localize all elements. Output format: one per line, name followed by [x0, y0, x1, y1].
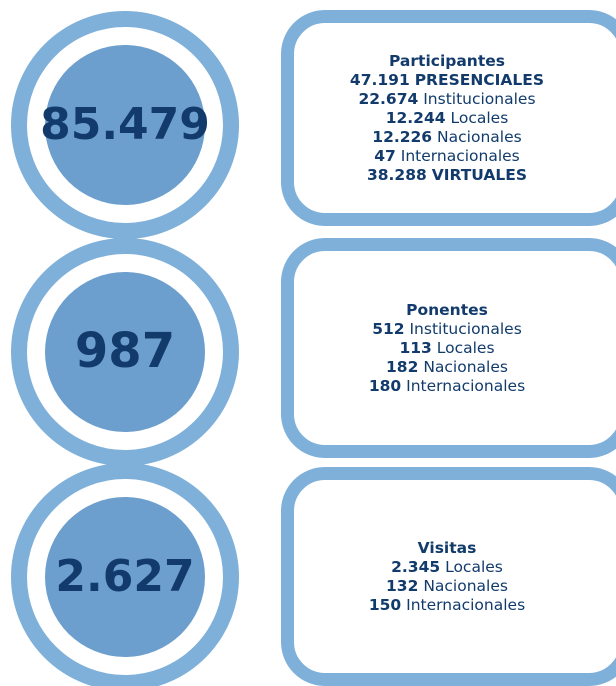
line-number: 113: [399, 338, 432, 357]
detail-line: 22.674 Institucionales: [358, 90, 535, 109]
inner-disc: [45, 497, 205, 657]
detail-line: 38.288 VIRTUALES: [367, 166, 527, 185]
line-label: Nacionales: [437, 127, 522, 146]
line-number: 512: [372, 319, 405, 338]
line-label: Internacionales: [406, 595, 526, 614]
line-number: 150: [368, 595, 402, 614]
total: 2.627: [55, 551, 194, 602]
total: 85.479: [40, 99, 210, 150]
line-number: 22.674: [358, 89, 419, 108]
detail-line: 182 Nacionales: [386, 358, 508, 377]
box-title: Participantes: [388, 51, 505, 70]
line-label: Internacionales: [406, 376, 526, 395]
line-label: Institucionales: [409, 319, 522, 338]
line-label: Locales: [436, 338, 495, 357]
detail-line: 113 Locales: [399, 339, 494, 358]
detail-box: Visitas 2.345 Locales 132 Nacionales 150 In…: [281, 467, 616, 686]
inner-disc: [45, 45, 205, 205]
line-number: 38.288: [366, 165, 427, 184]
line-number: 12.244: [385, 108, 446, 127]
count-circle: 85.479: [11, 11, 239, 239]
count-circle: 2.627: [11, 463, 239, 686]
line-label: VIRTUALES: [431, 165, 528, 184]
inner-disc: [45, 272, 205, 432]
detail-line: 12.244 Locales: [386, 109, 509, 128]
detail-line: 132 Nacionales: [386, 577, 508, 596]
detail-box: Ponentes 512 Institucionales 113 Locales 18…: [281, 238, 616, 458]
detail-line: 12.226 Nacionales: [372, 128, 521, 147]
line-number: 2.345: [391, 557, 441, 576]
detail-line: 150 Internacionales: [369, 596, 525, 615]
box-title: Ponentes: [406, 300, 488, 319]
line-label: Locales: [450, 108, 509, 127]
box-title: Visitas: [417, 538, 477, 557]
detail-line: 512 Institucionales: [372, 320, 522, 339]
total: 987: [75, 323, 175, 379]
line-number: 47: [374, 146, 396, 165]
line-number: 132: [386, 576, 419, 595]
line-number: 47.191: [349, 70, 410, 89]
line-number: 182: [386, 357, 419, 376]
detail-line: 47 Internacionales: [374, 147, 520, 166]
detail-line: 47.191 PRESENCIALES: [350, 71, 544, 90]
line-label: Internacionales: [400, 146, 520, 165]
line-label: PRESENCIALES: [414, 70, 545, 89]
line-label: Institucionales: [423, 89, 536, 108]
detail-box: Participantes 47.191 PRESENCIALES 22.674 I…: [281, 10, 616, 226]
detail-line: 2.345 Locales: [391, 558, 503, 577]
detail-line: 180 Internacionales: [369, 377, 525, 396]
line-label: Nacionales: [423, 576, 508, 595]
line-label: Nacionales: [423, 357, 508, 376]
count-circle: 987: [11, 238, 239, 466]
line-label: Locales: [445, 557, 503, 576]
line-number: 180: [368, 376, 402, 395]
line-number: 12.226: [372, 127, 433, 146]
